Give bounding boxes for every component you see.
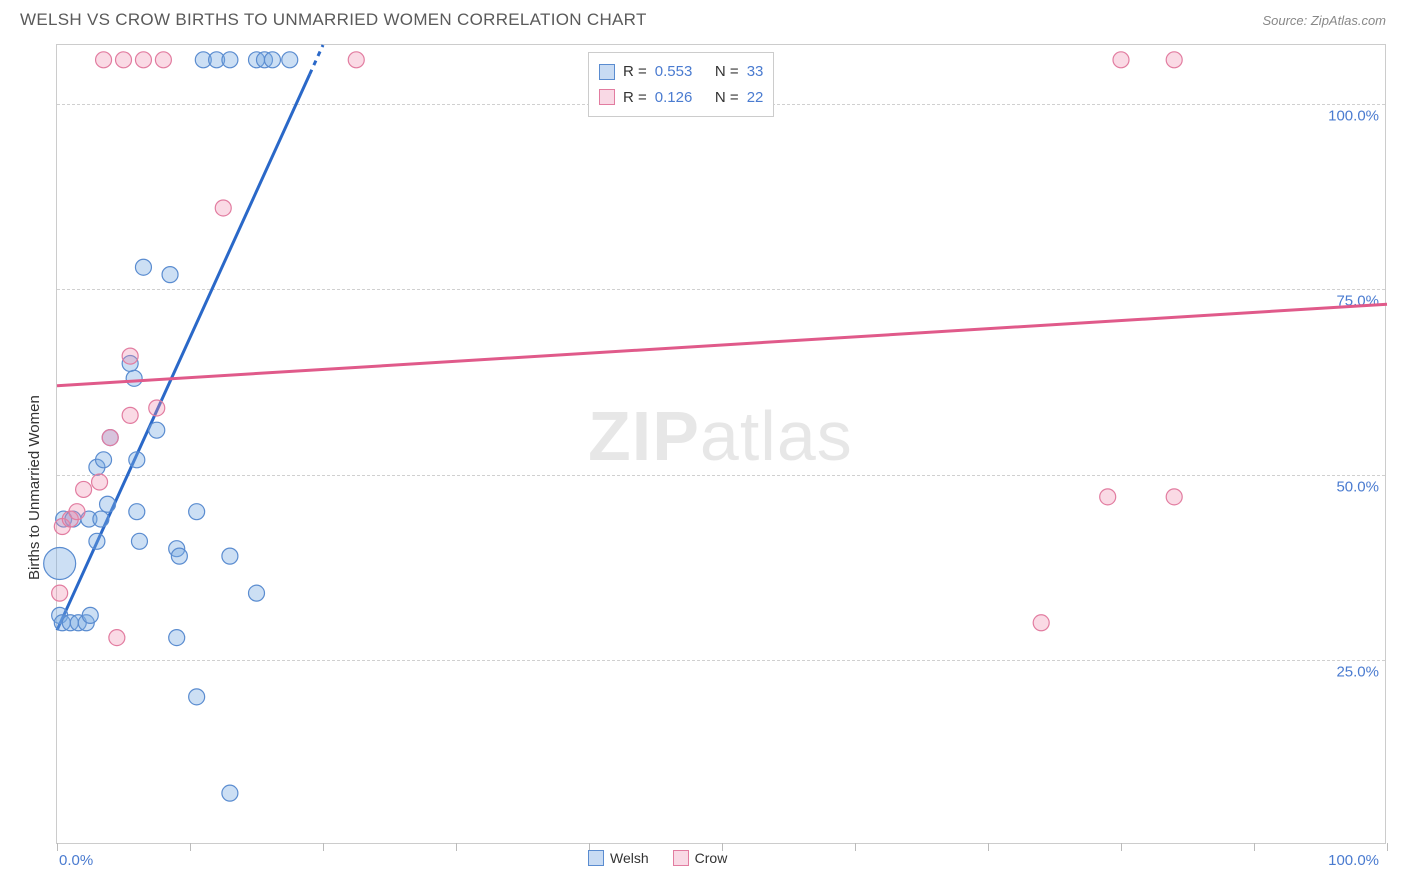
data-point bbox=[129, 504, 145, 520]
trend-line bbox=[57, 304, 1387, 385]
data-point bbox=[52, 585, 68, 601]
data-point bbox=[122, 348, 138, 364]
title-bar: WELSH VS CROW BIRTHS TO UNMARRIED WOMEN … bbox=[0, 0, 1406, 34]
data-point bbox=[93, 511, 109, 527]
chart-plot-area: 25.0%50.0%75.0%100.0%0.0%100.0% bbox=[56, 44, 1386, 844]
data-point bbox=[96, 52, 112, 68]
data-point bbox=[1166, 489, 1182, 505]
data-point bbox=[96, 452, 112, 468]
chart-title: WELSH VS CROW BIRTHS TO UNMARRIED WOMEN … bbox=[20, 10, 647, 30]
n-label: N = bbox=[711, 85, 739, 111]
r-value: 0.553 bbox=[655, 59, 703, 85]
data-point bbox=[249, 585, 265, 601]
data-point bbox=[222, 785, 238, 801]
data-point bbox=[126, 370, 142, 386]
data-point bbox=[222, 52, 238, 68]
data-point bbox=[116, 52, 132, 68]
series-legend: Welsh Crow bbox=[588, 850, 727, 866]
legend-swatch bbox=[588, 850, 604, 866]
data-point bbox=[92, 474, 108, 490]
legend-item: Welsh bbox=[588, 850, 649, 866]
data-point bbox=[82, 607, 98, 623]
data-point bbox=[348, 52, 364, 68]
data-point bbox=[1100, 489, 1116, 505]
data-point bbox=[69, 504, 85, 520]
data-point bbox=[264, 52, 280, 68]
legend-swatch bbox=[599, 64, 615, 80]
r-value: 0.126 bbox=[655, 85, 703, 111]
data-point bbox=[122, 407, 138, 423]
trend-line-dashed bbox=[310, 45, 323, 74]
data-point bbox=[1166, 52, 1182, 68]
x-axis-tick-label: 0.0% bbox=[59, 852, 93, 869]
n-value: 22 bbox=[747, 85, 764, 111]
correlation-legend-row: R = 0.553 N = 33 bbox=[599, 59, 763, 85]
data-point bbox=[189, 504, 205, 520]
legend-label: Crow bbox=[695, 850, 728, 866]
x-axis-tick bbox=[1387, 843, 1388, 851]
data-point bbox=[222, 548, 238, 564]
data-point bbox=[171, 548, 187, 564]
data-point bbox=[135, 52, 151, 68]
chart-svg bbox=[57, 45, 1387, 845]
data-point bbox=[189, 689, 205, 705]
data-point bbox=[155, 52, 171, 68]
data-point bbox=[169, 630, 185, 646]
legend-swatch bbox=[673, 850, 689, 866]
n-value: 33 bbox=[747, 59, 764, 85]
data-point bbox=[76, 481, 92, 497]
data-point bbox=[215, 200, 231, 216]
legend-label: Welsh bbox=[610, 850, 649, 866]
data-point bbox=[129, 452, 145, 468]
data-point bbox=[162, 267, 178, 283]
data-point bbox=[102, 430, 118, 446]
r-label: R = bbox=[623, 59, 647, 85]
source-attribution: Source: ZipAtlas.com bbox=[1262, 13, 1386, 28]
data-point bbox=[109, 630, 125, 646]
correlation-legend: R = 0.553 N = 33 R = 0.126 N = 22 bbox=[588, 52, 774, 117]
n-label: N = bbox=[711, 59, 739, 85]
legend-swatch bbox=[599, 89, 615, 105]
correlation-legend-row: R = 0.126 N = 22 bbox=[599, 85, 763, 111]
data-point bbox=[100, 496, 116, 512]
data-point bbox=[44, 548, 76, 580]
data-point bbox=[1113, 52, 1129, 68]
y-axis-title: Births to Unmarried Women bbox=[26, 395, 43, 580]
data-point bbox=[1033, 615, 1049, 631]
data-point bbox=[131, 533, 147, 549]
data-point bbox=[149, 422, 165, 438]
legend-item: Crow bbox=[673, 850, 728, 866]
data-point bbox=[149, 400, 165, 416]
r-label: R = bbox=[623, 85, 647, 111]
data-point bbox=[89, 533, 105, 549]
data-point bbox=[135, 259, 151, 275]
x-axis-tick-label: 100.0% bbox=[1328, 852, 1379, 869]
data-point bbox=[282, 52, 298, 68]
